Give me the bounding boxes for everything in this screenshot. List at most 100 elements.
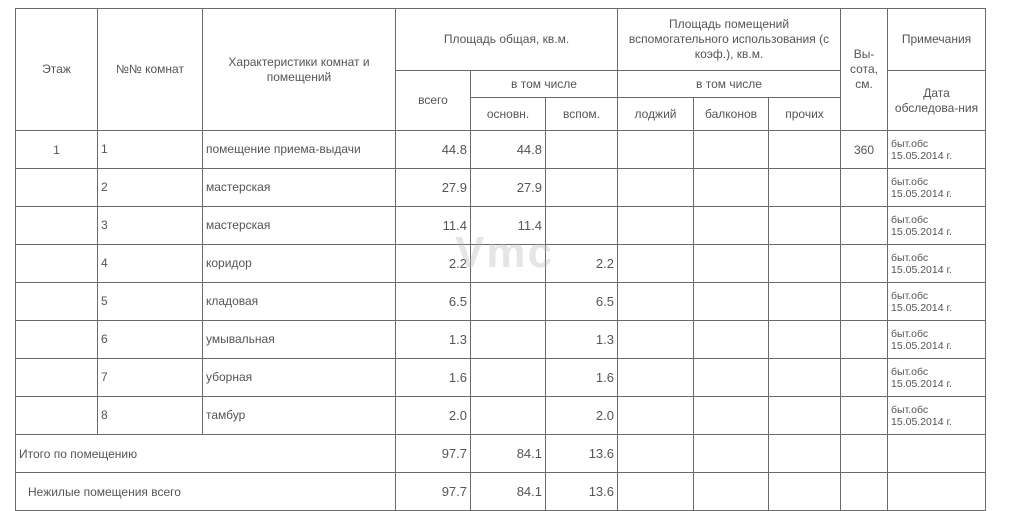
aux-area-cell: 1.6 [545,358,618,397]
header-total: всего [395,70,471,131]
loggias-cell [617,320,694,359]
room-no-cell: 8 [97,396,203,435]
header-incl: в том числе [470,70,618,98]
height-cell [840,472,889,511]
loggias-cell [617,130,694,169]
aux-area-cell: 13.6 [545,434,618,473]
balconies-cell [693,244,769,283]
floor-cell [15,358,98,397]
loggias-cell [617,434,694,473]
main-area-cell: 11.4 [470,206,546,245]
header-other: прочих [767,97,842,131]
survey-date-cell: быт.обс 15.05.2014 г. [887,168,987,207]
loggias-cell [617,206,694,245]
other-cell [767,320,842,359]
survey-date-cell: быт.обс 15.05.2014 г. [887,244,987,283]
total-area-cell: 6.5 [395,282,471,321]
main-area-cell [470,244,546,283]
balconies-cell [693,130,769,169]
totals-row: Итого по помещению 97.7 84.1 13.6 [15,434,987,473]
notes-cell [887,434,987,473]
main-area-cell [470,358,546,397]
room-name-cell: умывальная [202,320,396,359]
room-name-cell: мастерская [202,206,396,245]
table-row: 2 мастерская 27.9 27.9 быт.обс 15.05.2014 г. [15,168,987,207]
main-area-cell [470,320,546,359]
loggias-cell [617,358,694,397]
height-cell [840,244,889,283]
table-row: 4 коридор 2.2 2.2 быт.обс 15.05.2014 г. [15,244,987,283]
loggias-cell [617,282,694,321]
totals-label: Нежилые помещения всего [15,472,396,511]
table-row: 8 тамбур 2.0 2.0 быт.обс 15.05.2014 г. [15,396,987,435]
floor-cell [15,282,98,321]
header-survey-date: Дата обследова-ния [887,70,987,131]
notes-cell [887,472,987,511]
room-no-cell: 7 [97,358,203,397]
floor-cell [15,396,98,435]
aux-area-cell [545,130,618,169]
height-cell [840,396,889,435]
totals-label: Итого по помещению [15,434,396,473]
total-area-cell: 11.4 [395,206,471,245]
balconies-cell [693,320,769,359]
room-area-table: Этаж №№ комнат Характеристики комнат и п… [15,8,987,511]
total-area-cell: 97.7 [395,472,471,511]
other-cell [767,206,842,245]
total-area-cell: 27.9 [395,168,471,207]
header-loggias: лоджий [617,97,694,131]
aux-area-cell: 2.2 [545,244,618,283]
height-cell [840,282,889,321]
aux-area-cell: 13.6 [545,472,618,511]
survey-date-cell: быт.обс 15.05.2014 г. [887,358,987,397]
floor-cell [15,168,98,207]
balconies-cell [693,282,769,321]
loggias-cell [617,168,694,207]
loggias-cell [617,472,694,511]
loggias-cell [617,244,694,283]
height-cell: 360 [840,130,889,169]
floor-cell [15,244,98,283]
room-name-cell: уборная [202,358,396,397]
survey-date-cell: быт.обс 15.05.2014 г. [887,320,987,359]
room-no-cell: 6 [97,320,203,359]
aux-area-cell [545,168,618,207]
other-cell [767,168,842,207]
aux-area-cell: 6.5 [545,282,618,321]
height-cell [840,358,889,397]
table-row: 7 уборная 1.6 1.6 быт.обс 15.05.2014 г. [15,358,987,397]
header-notes: Примечания [887,8,987,71]
loggias-cell [617,396,694,435]
room-no-cell: 5 [97,282,203,321]
floor-cell: 1 [15,130,98,169]
survey-date-cell: быт.обс 15.05.2014 г. [887,282,987,321]
main-area-cell: 84.1 [470,434,546,473]
height-cell [840,320,889,359]
room-name-cell: коридор [202,244,396,283]
main-area-cell [470,396,546,435]
floor-cell [15,320,98,359]
header-aux: вспом. [545,97,618,131]
other-cell [767,130,842,169]
room-no-cell: 4 [97,244,203,283]
other-cell [767,434,842,473]
aux-area-cell [545,206,618,245]
height-cell [840,206,889,245]
header-floor: Этаж [15,8,98,131]
total-area-cell: 1.6 [395,358,471,397]
height-cell [840,434,889,473]
other-cell [767,282,842,321]
totals-row: Нежилые помещения всего 97.7 84.1 13.6 [15,472,987,511]
room-name-cell: помещение приема-выдачи [202,130,396,169]
balconies-cell [693,206,769,245]
balconies-cell [693,434,769,473]
room-no-cell: 2 [97,168,203,207]
height-cell [840,168,889,207]
survey-date-cell: быт.обс 15.05.2014 г. [887,206,987,245]
header-aux-use-area: Площадь помещений вспомогательного испол… [616,8,842,71]
room-name-cell: тамбур [202,396,396,435]
main-area-cell [470,282,546,321]
balconies-cell [693,358,769,397]
main-area-cell: 44.8 [470,130,546,169]
header-characteristics: Характеристики комнат и помещений [202,8,396,131]
